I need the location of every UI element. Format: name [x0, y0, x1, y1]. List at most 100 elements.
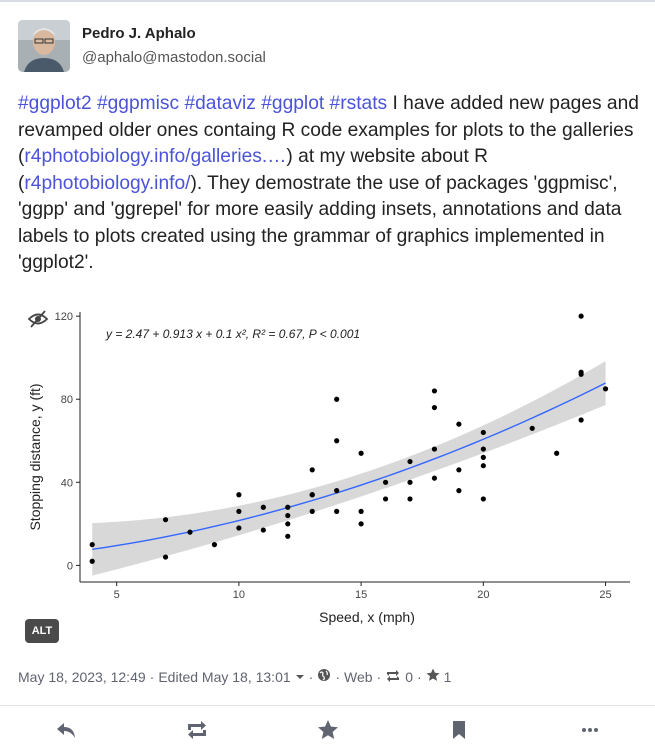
hashtag-link[interactable]: #ggpmisc	[96, 93, 180, 114]
post-text: ) at my website about R (	[18, 146, 488, 194]
y-tick-label: 0	[67, 560, 73, 572]
x-axis-label: Speed, x (mph)	[319, 609, 415, 625]
data-point	[358, 450, 364, 456]
galleries-link[interactable]: r4photobiology.info/galleries.…	[24, 146, 287, 167]
hashtag-link[interactable]: #ggplot2	[18, 93, 92, 114]
data-point	[162, 517, 169, 523]
data-point	[431, 388, 438, 394]
more-options-icon[interactable]	[578, 718, 602, 742]
hashtag-link[interactable]: #rstats	[329, 93, 388, 114]
meta-separator: ·	[335, 668, 340, 685]
x-tick-label: 10	[233, 589, 245, 601]
post-date[interactable]: May 18, 2023, 12:49	[18, 668, 146, 685]
favourite-icon[interactable]	[316, 718, 340, 742]
meta-separator: ·	[308, 668, 314, 685]
data-point	[456, 467, 462, 473]
data-point	[407, 496, 413, 502]
fit-line	[92, 382, 606, 551]
y-axis-label: Stopping distance, y (ft)	[27, 383, 43, 530]
hashtag-link[interactable]: #dataviz	[184, 93, 256, 114]
data-point	[578, 369, 584, 375]
top-border	[0, 0, 655, 2]
data-point	[334, 396, 340, 402]
data-point	[407, 479, 413, 485]
data-point	[358, 508, 364, 514]
author-name[interactable]: Pedro J. Aphalo	[82, 25, 196, 42]
data-point	[578, 417, 584, 423]
avatar[interactable]	[18, 20, 70, 72]
post-meta: May 18, 2023, 12:49 · Edited May 18, 13:…	[18, 668, 451, 685]
data-point	[285, 512, 291, 519]
data-point	[431, 404, 438, 411]
divider	[0, 705, 655, 706]
post-content: #ggplot2 #ggpmisc #dataviz #ggplot #rsta…	[18, 91, 643, 277]
data-point	[285, 504, 291, 510]
data-point	[334, 438, 340, 444]
data-point	[236, 525, 242, 531]
data-point	[480, 446, 486, 452]
fit-annotation: y = 2.47 + 0.913 x + 0.1 x², R² = 0.67, …	[105, 327, 360, 341]
data-point	[260, 527, 266, 533]
data-point	[578, 313, 584, 319]
data-point	[382, 496, 389, 502]
data-point	[309, 467, 315, 473]
data-point	[89, 542, 95, 548]
data-point	[285, 533, 291, 539]
data-point	[358, 521, 364, 527]
data-point	[480, 454, 486, 460]
data-point	[334, 488, 340, 494]
media-attachment[interactable]: 5 10 15 20 25 0 40 80 120 y = 2.47 + 0.913 x + 0.…	[18, 298, 638, 650]
data-point	[162, 554, 169, 560]
boost-icon	[385, 669, 401, 685]
data-point	[309, 492, 315, 498]
data-point	[480, 429, 486, 436]
x-tick-label: 5	[114, 589, 120, 601]
data-point	[456, 421, 462, 427]
x-tick-label: 15	[355, 589, 367, 601]
data-point	[236, 508, 242, 514]
star-icon	[426, 668, 440, 685]
data-point	[334, 508, 340, 514]
boost-button-icon[interactable]	[185, 718, 209, 742]
data-point	[309, 508, 315, 514]
hashtag-link[interactable]: #ggplot	[261, 93, 325, 114]
scatter-chart: 5 10 15 20 25 0 40 80 120 y = 2.47 + 0.913 x + 0.…	[27, 310, 630, 625]
data-point	[260, 504, 266, 510]
action-bar	[0, 706, 655, 755]
author-handle[interactable]: @aphalo@mastodon.social	[82, 49, 266, 66]
alt-badge[interactable]: ALT	[25, 619, 59, 643]
data-point	[456, 488, 462, 494]
boost-count: 0	[405, 668, 413, 685]
y-tick-label: 40	[61, 477, 73, 489]
data-point	[480, 463, 486, 469]
data-point	[89, 558, 95, 564]
data-point	[211, 542, 218, 548]
x-tick-label: 20	[477, 589, 489, 601]
data-point	[529, 425, 535, 431]
favourite-count: 1	[443, 668, 452, 685]
data-point	[285, 521, 291, 527]
post-text: I have added new pages and revamped olde…	[18, 93, 639, 167]
x-tick-label: 25	[599, 589, 611, 601]
data-point	[187, 529, 193, 535]
y-tick-label: 120	[55, 311, 73, 323]
hide-media-icon[interactable]	[27, 310, 49, 328]
bookmark-icon[interactable]	[447, 718, 471, 742]
reply-icon[interactable]	[54, 718, 78, 742]
meta-separator: ·	[417, 668, 422, 685]
edited-info[interactable]: Edited May 18, 13:01	[158, 668, 291, 685]
data-point	[236, 492, 242, 498]
confidence-band	[92, 361, 606, 576]
globe-icon	[317, 668, 331, 685]
data-point	[382, 479, 389, 485]
data-point	[554, 450, 560, 456]
y-tick-label: 80	[61, 394, 73, 406]
website-link[interactable]: r4photobiology.info/	[24, 172, 191, 194]
caret-down-icon[interactable]	[295, 669, 305, 685]
post-text: ). They demostrate the use of packages '…	[18, 172, 622, 274]
data-point	[480, 496, 486, 502]
data-point	[407, 458, 413, 465]
data-point	[431, 475, 438, 481]
data-point	[602, 386, 609, 392]
meta-separator: ·	[376, 668, 382, 685]
